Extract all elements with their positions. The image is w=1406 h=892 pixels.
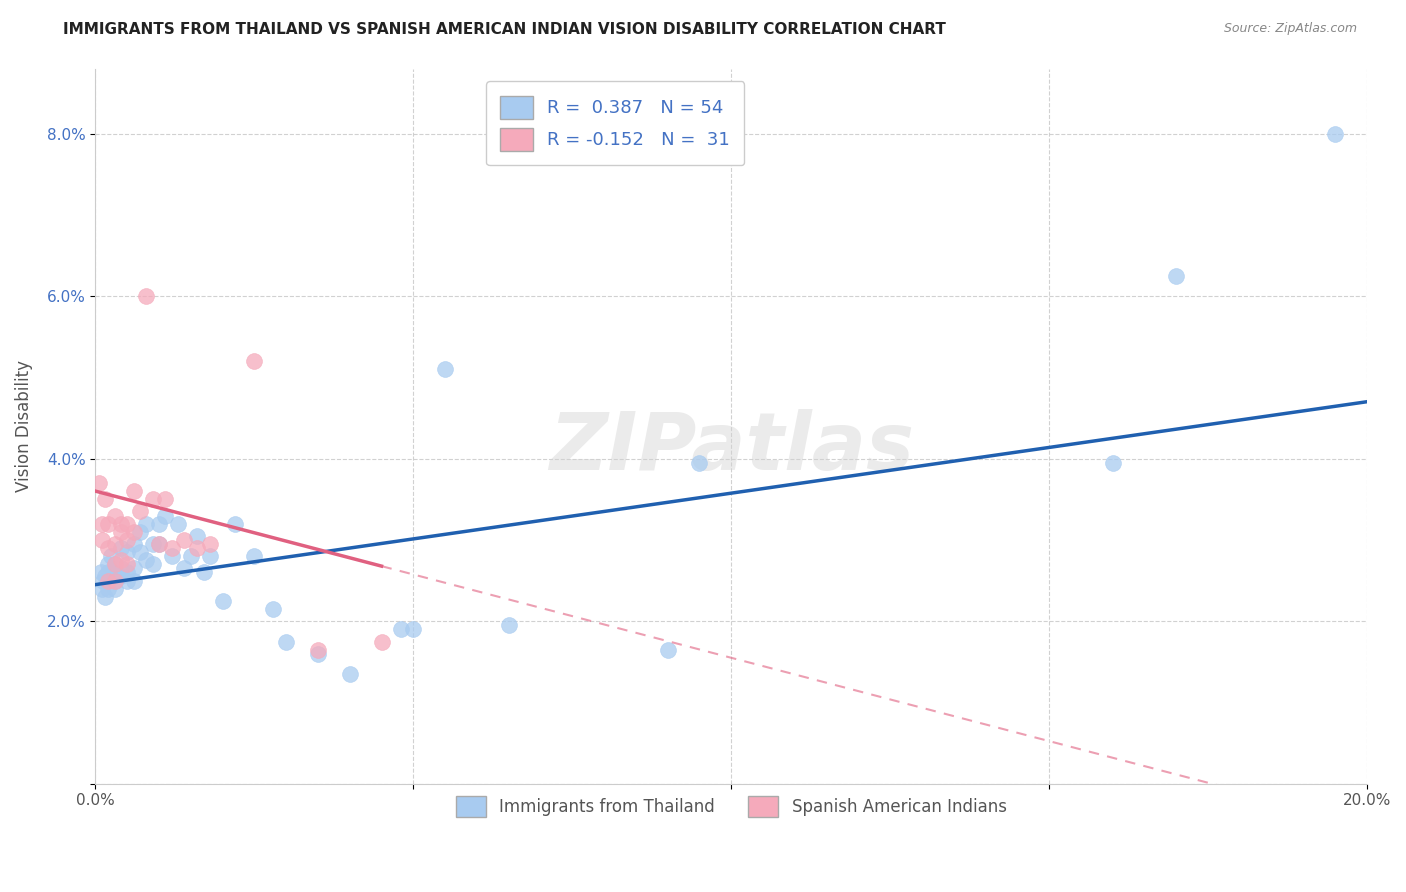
Point xyxy=(97,582,120,596)
Point xyxy=(91,574,114,588)
Text: IMMIGRANTS FROM THAILAND VS SPANISH AMERICAN INDIAN VISION DISABILITY CORRELATIO: IMMIGRANTS FROM THAILAND VS SPANISH AMER… xyxy=(63,22,946,37)
Point xyxy=(434,362,457,376)
Point xyxy=(180,549,202,564)
Point xyxy=(224,516,246,531)
Point xyxy=(135,289,157,303)
Point xyxy=(129,524,152,539)
Point xyxy=(103,558,125,572)
Point xyxy=(103,508,125,523)
Point xyxy=(173,533,195,547)
Point xyxy=(1101,456,1123,470)
Point xyxy=(1324,127,1347,141)
Legend: Immigrants from Thailand, Spanish American Indians: Immigrants from Thailand, Spanish Americ… xyxy=(447,788,1015,825)
Point xyxy=(263,602,285,616)
Point xyxy=(307,642,329,657)
Point xyxy=(117,574,139,588)
Point xyxy=(193,566,215,580)
Point xyxy=(402,623,425,637)
Point xyxy=(94,569,117,583)
Point xyxy=(122,537,145,551)
Point xyxy=(110,516,132,531)
Point xyxy=(243,354,266,368)
Point xyxy=(117,516,139,531)
Point xyxy=(110,541,132,555)
Point xyxy=(122,524,145,539)
Point xyxy=(370,634,392,648)
Point xyxy=(155,492,177,507)
Point xyxy=(129,545,152,559)
Point xyxy=(142,492,165,507)
Point xyxy=(122,574,145,588)
Point xyxy=(90,582,112,596)
Point xyxy=(688,456,710,470)
Point xyxy=(276,634,298,648)
Point xyxy=(389,623,412,637)
Point xyxy=(110,569,132,583)
Point xyxy=(97,558,120,572)
Point xyxy=(94,492,117,507)
Point xyxy=(135,516,157,531)
Point xyxy=(167,516,190,531)
Point xyxy=(90,566,112,580)
Point xyxy=(97,516,120,531)
Point xyxy=(90,533,112,547)
Point xyxy=(100,549,122,564)
Point xyxy=(103,558,125,572)
Point xyxy=(307,647,329,661)
Point xyxy=(110,524,132,539)
Point xyxy=(186,541,208,555)
Point xyxy=(186,529,208,543)
Point xyxy=(155,508,177,523)
Point xyxy=(122,561,145,575)
Point xyxy=(142,558,165,572)
Point xyxy=(122,484,145,499)
Point xyxy=(110,561,132,575)
Point xyxy=(117,533,139,547)
Point xyxy=(94,590,117,604)
Point xyxy=(160,541,183,555)
Point xyxy=(198,537,221,551)
Point xyxy=(1164,268,1187,283)
Text: ZIPatlas: ZIPatlas xyxy=(548,409,914,486)
Point xyxy=(103,537,125,551)
Point xyxy=(103,574,125,588)
Point xyxy=(173,561,195,575)
Point xyxy=(657,642,679,657)
Point xyxy=(129,504,152,518)
Point xyxy=(339,667,361,681)
Point xyxy=(103,582,125,596)
Point xyxy=(148,537,170,551)
Point xyxy=(87,476,110,491)
Point xyxy=(117,566,139,580)
Point xyxy=(148,516,170,531)
Point xyxy=(117,545,139,559)
Point xyxy=(211,594,233,608)
Text: Source: ZipAtlas.com: Source: ZipAtlas.com xyxy=(1223,22,1357,36)
Point xyxy=(117,558,139,572)
Point xyxy=(90,516,112,531)
Point xyxy=(148,537,170,551)
Point xyxy=(97,566,120,580)
Point xyxy=(97,541,120,555)
Point xyxy=(110,553,132,567)
Y-axis label: Vision Disability: Vision Disability xyxy=(15,360,32,492)
Point xyxy=(103,574,125,588)
Point xyxy=(498,618,520,632)
Point xyxy=(142,537,165,551)
Point xyxy=(135,553,157,567)
Point xyxy=(198,549,221,564)
Point xyxy=(103,566,125,580)
Point xyxy=(243,549,266,564)
Point xyxy=(97,574,120,588)
Point xyxy=(160,549,183,564)
